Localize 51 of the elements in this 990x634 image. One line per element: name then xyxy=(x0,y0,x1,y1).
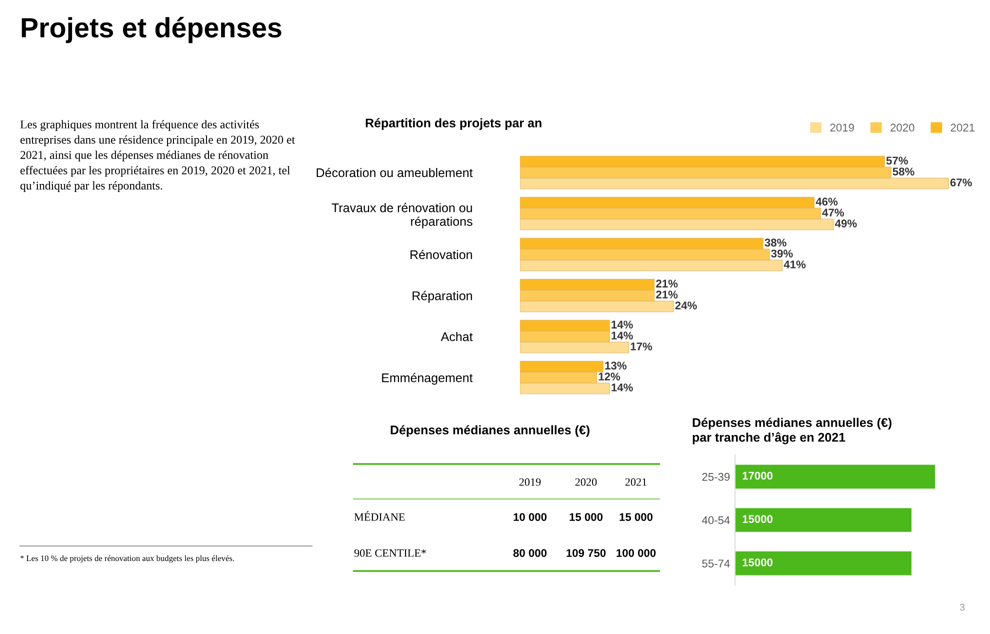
y-tick-label: Rénovation xyxy=(410,250,472,260)
y-tick-label: Travaux de rénovation ou réparations xyxy=(332,202,472,228)
y-tick-label: Réparation xyxy=(412,290,472,303)
legend-label: 2021 xyxy=(950,124,974,132)
text: 10 000 xyxy=(514,513,547,521)
category-label: 2019 xyxy=(519,478,541,486)
text: 3 xyxy=(960,604,965,611)
text: 109 750 xyxy=(566,549,606,557)
text: * Les 10 % de projets de rénovation aux budgets les plus élevés. xyxy=(20,555,234,563)
data-label: 39% xyxy=(771,250,793,258)
text: 100 000 xyxy=(616,549,656,557)
data-label: 12% xyxy=(598,372,620,380)
data-label: 41% xyxy=(784,260,806,268)
category-label: 90E CENTILE* xyxy=(354,549,426,557)
data-label: 17% xyxy=(630,342,652,350)
category-label: MÉDIANE xyxy=(354,511,405,521)
text: 15 000 xyxy=(620,513,653,521)
data-label: 21% xyxy=(656,280,678,288)
data-label: 24% xyxy=(675,302,697,310)
data-label: 47% xyxy=(822,208,844,216)
data-label: 38% xyxy=(764,238,786,247)
data-label: 49% xyxy=(834,220,857,228)
text: 80 000 xyxy=(513,549,547,557)
y-tick-label: Décoration ou ameublement xyxy=(316,168,473,178)
chart-title: Dépenses médianes annuelles (€) par tranche d’âge en 2021 xyxy=(692,418,892,444)
chart-title: Répartition des projets par an xyxy=(366,118,542,130)
text: Les graphiques montrent la fréquence des activités entreprises dans une résidence principale en 2019, 2020 et 2021, ainsi que les dépenses médianes de rénovation effectuées par les propriétaires en 2019, 2020 et 2021, tel qu’indiqué par les répondants. xyxy=(20,120,295,192)
y-tick-label: 40-54 xyxy=(702,516,730,524)
y-tick-label: Emménagement xyxy=(382,372,473,385)
category-label: 2021 xyxy=(625,478,646,486)
data-label: 14% xyxy=(612,320,633,329)
data-label: 67% xyxy=(950,178,972,186)
text: Projets et dépenses xyxy=(22,16,282,44)
legend-label: 2020 xyxy=(890,124,914,132)
text: 15 000 xyxy=(570,513,603,521)
text: Dépenses médianes annuelles (€) xyxy=(390,425,590,437)
y-tick-label: Achat xyxy=(440,332,473,342)
data-label: 46% xyxy=(816,198,838,206)
data-label: 13% xyxy=(605,362,626,370)
data-label: 15000 xyxy=(742,515,772,523)
data-label: 14% xyxy=(612,384,633,392)
category-label: 2020 xyxy=(575,478,597,486)
y-tick-label: 55-74 xyxy=(702,560,730,568)
data-label: 15000 xyxy=(742,558,772,566)
data-label: 21% xyxy=(656,290,678,298)
data-label: 14% xyxy=(612,332,633,340)
data-label: 58% xyxy=(892,168,914,176)
data-label: 57% xyxy=(886,156,908,165)
data-label: 17000 xyxy=(742,472,772,480)
y-tick-label: 25-39 xyxy=(702,472,730,481)
legend-label: 2019 xyxy=(830,124,854,132)
